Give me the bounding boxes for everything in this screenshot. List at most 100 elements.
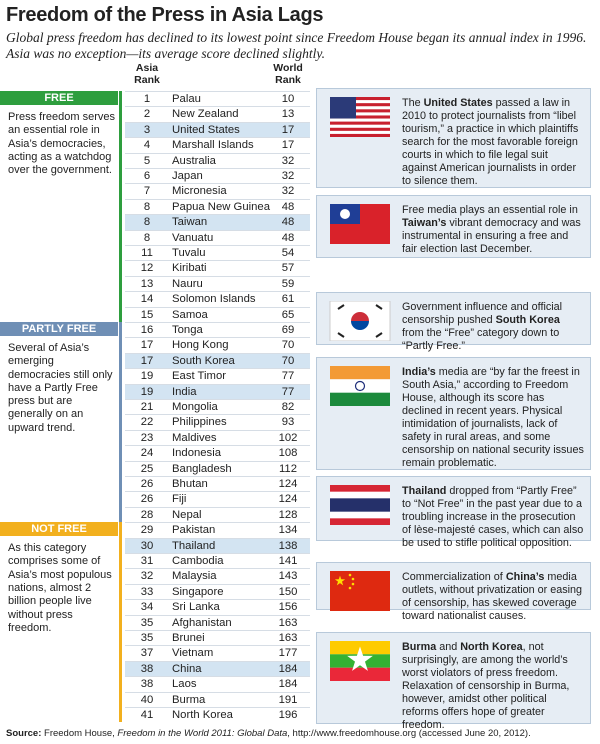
table-row: 3 United States 17: [125, 121, 310, 138]
country: Sri Lanka: [172, 601, 220, 614]
text-run: China’s: [505, 571, 545, 583]
section-bar: [119, 91, 122, 322]
text-run: , not surprisingly, are among the world’…: [402, 641, 570, 731]
world-rank: 150: [278, 585, 298, 598]
callout-text: Commercialization of China’s media outle…: [402, 571, 584, 623]
country: Marshall Islands: [172, 139, 254, 152]
asia-rank: 33: [140, 585, 154, 598]
table-row: 22 Philippines 93: [125, 414, 310, 429]
table-row: 8 Vanuatu 48: [125, 229, 310, 245]
world-rank: 48: [281, 231, 295, 244]
asia-rank: 29: [140, 524, 154, 537]
table-row: 33 Singapore 150: [125, 583, 310, 599]
table-row: 17 Hong Kong 70: [125, 337, 310, 352]
country: India: [172, 385, 197, 398]
asia-rank: 32: [140, 570, 154, 583]
world-rank: 163: [278, 632, 298, 644]
subtitle: Global press freedom has declined to its…: [6, 30, 587, 61]
table-row: 37 Vietnam 177: [125, 645, 310, 660]
country: Taiwan: [172, 216, 208, 229]
section-label: PARTLY FREE: [0, 322, 118, 336]
table-row: 28 Nepal 128: [125, 506, 310, 522]
world-rank: 102: [278, 431, 298, 444]
country: Thailand: [172, 539, 216, 552]
table-row: 38 Laos 184: [125, 676, 310, 691]
asia-rank: 13: [140, 277, 154, 290]
world-rank: 70: [281, 354, 295, 367]
table-row: 25 Bangladesh 112: [125, 460, 310, 476]
asia-rank: 40: [140, 693, 154, 706]
table-row: 31 Cambodia 141: [125, 553, 310, 568]
text-run: Freedom House,: [41, 728, 118, 739]
asia-rank: 24: [140, 447, 154, 460]
text-run: South Korea: [495, 314, 560, 326]
world-rank: 54: [281, 247, 295, 259]
table-row: 38 China 184: [125, 660, 310, 677]
text-run: United States: [423, 97, 493, 109]
table-row: 29 Pakistan 134: [125, 522, 310, 537]
world-rank: 69: [281, 324, 295, 336]
text-run: media outlets, without privatization or …: [402, 571, 583, 622]
country: Samoa: [172, 308, 208, 321]
section-label: FREE: [0, 91, 118, 105]
asia-rank: 3: [143, 123, 151, 136]
world-rank: 184: [278, 662, 298, 675]
callout: Burma and North Korea, not surprisingly,…: [316, 632, 591, 731]
world-rank: 124: [278, 478, 298, 490]
asia-rank: 15: [140, 308, 154, 321]
asia-rank: 26: [140, 493, 154, 506]
text-run: Burma: [402, 641, 437, 653]
world-rank: 10: [281, 93, 295, 105]
country: Afghanistan: [172, 616, 232, 629]
table-row: 30 Thailand 138: [125, 537, 310, 553]
table-row: 21 Mongolia 82: [125, 399, 310, 414]
world-rank: 65: [281, 308, 295, 321]
country: Kiribati: [172, 262, 207, 275]
text-run: , http://www.freedomhouse.org (accessed …: [287, 728, 531, 739]
world-rank: 82: [281, 401, 295, 413]
country: Solomon Islands: [172, 293, 256, 306]
table-row: 40 Burma 191: [125, 691, 310, 707]
country: Fiji: [172, 493, 187, 506]
column-header: Asia Rank: [134, 62, 160, 86]
country: South Korea: [172, 354, 235, 367]
country: Nepal: [172, 508, 202, 521]
asia-rank: 16: [140, 324, 154, 336]
asia-rank: 22: [140, 416, 154, 429]
asia-rank: 23: [140, 431, 154, 444]
table-row: 4 Marshall Islands 17: [125, 137, 310, 152]
table-row: 12 Kiribati 57: [125, 260, 310, 275]
column-header: World Rank: [273, 62, 303, 86]
country: Bangladesh: [172, 462, 232, 475]
world-rank: 77: [281, 370, 295, 383]
text-run: India’s: [402, 366, 436, 378]
title: Freedom of the Press in Asia Lags: [6, 4, 324, 26]
table-row: 6 Japan 32: [125, 168, 310, 183]
flag: [330, 366, 390, 406]
world-rank: 196: [278, 709, 298, 721]
callout-text: Government influence and official censor…: [402, 301, 584, 353]
world-rank: 17: [281, 123, 295, 136]
flag: [330, 485, 390, 525]
table-row: 16 Tonga 69: [125, 322, 310, 337]
flag: [330, 97, 390, 137]
world-rank: 48: [281, 200, 295, 213]
table-row: 15 Samoa 65: [125, 306, 310, 322]
country: Indonesia: [172, 447, 221, 460]
country: China: [172, 662, 202, 675]
country: Philippines: [172, 416, 227, 429]
world-rank: 93: [281, 416, 295, 429]
text-run: Government influence and official censor…: [402, 301, 563, 326]
asia-rank: 38: [140, 662, 154, 675]
world-rank: 13: [281, 108, 295, 121]
asia-rank: 8: [143, 200, 151, 213]
asia-rank: 8: [143, 216, 151, 229]
table-row: 26 Fiji 124: [125, 491, 310, 506]
table-row: 35 Afghanistan 163: [125, 614, 310, 630]
asia-rank: 6: [143, 170, 151, 182]
country: Tonga: [172, 324, 203, 336]
callout: Thailand dropped from “Partly Free” to “…: [316, 476, 591, 549]
world-rank: 32: [281, 185, 295, 198]
world-rank: 191: [278, 693, 298, 706]
callout-text: The United States passed a law in 2010 t…: [402, 97, 584, 188]
